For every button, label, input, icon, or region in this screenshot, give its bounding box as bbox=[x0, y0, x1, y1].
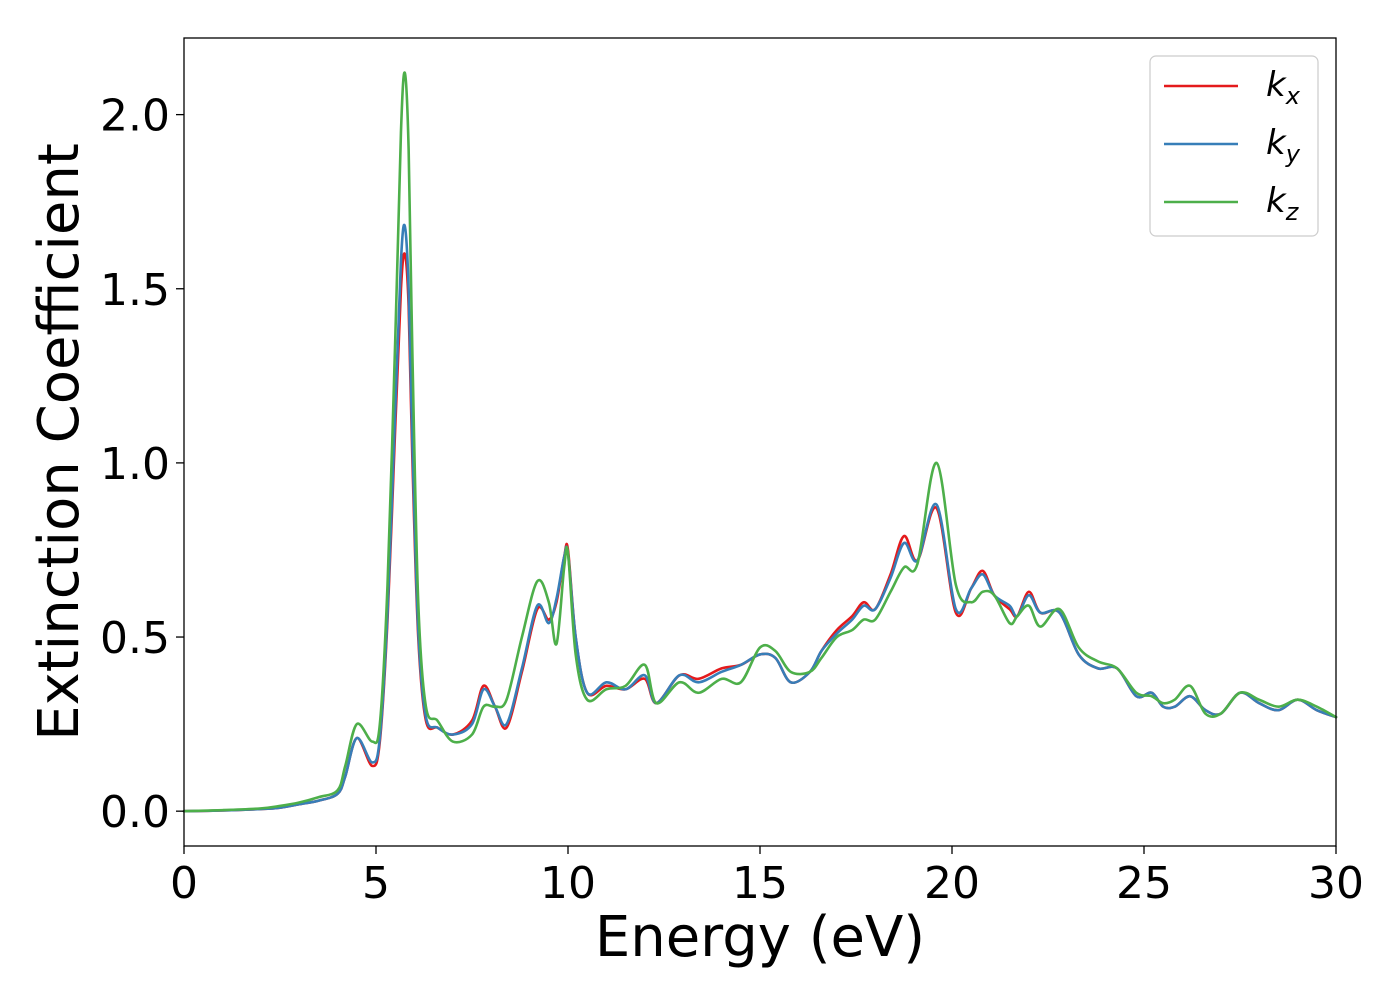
y-tick-label: 0.5 bbox=[100, 613, 170, 664]
y-tick-label: 0.0 bbox=[100, 787, 170, 838]
legend-label-kx: kx bbox=[1266, 65, 1301, 110]
series-layer bbox=[182, 71, 1338, 813]
legend-label-kz: kz bbox=[1266, 181, 1300, 226]
x-axis-label: Energy (eV) bbox=[595, 905, 925, 970]
x-tick-label: 15 bbox=[732, 858, 788, 909]
x-axis-ticks: 0 5 10 15 20 25 30 bbox=[170, 846, 1364, 909]
y-axis-ticks: 0.0 0.5 1.0 1.5 2.0 bbox=[100, 91, 184, 838]
legend-box bbox=[1149, 55, 1319, 237]
x-tick-label: 30 bbox=[1308, 858, 1364, 909]
series-line-kz bbox=[182, 71, 1338, 813]
series-line-ky bbox=[182, 223, 1338, 813]
x-tick-label: 5 bbox=[362, 858, 390, 909]
y-tick-label: 1.0 bbox=[100, 439, 170, 490]
y-tick-label: 1.5 bbox=[100, 265, 170, 316]
legend: kx ky kz bbox=[1149, 55, 1319, 237]
y-axis-label: Extinction Coefficient bbox=[27, 143, 92, 741]
legend-label-ky: ky bbox=[1266, 123, 1301, 168]
x-tick-label: 10 bbox=[540, 858, 596, 909]
x-tick-label: 20 bbox=[924, 858, 980, 909]
x-tick-label: 25 bbox=[1116, 858, 1172, 909]
y-tick-label: 2.0 bbox=[100, 91, 170, 142]
x-tick-label: 0 bbox=[170, 858, 198, 909]
